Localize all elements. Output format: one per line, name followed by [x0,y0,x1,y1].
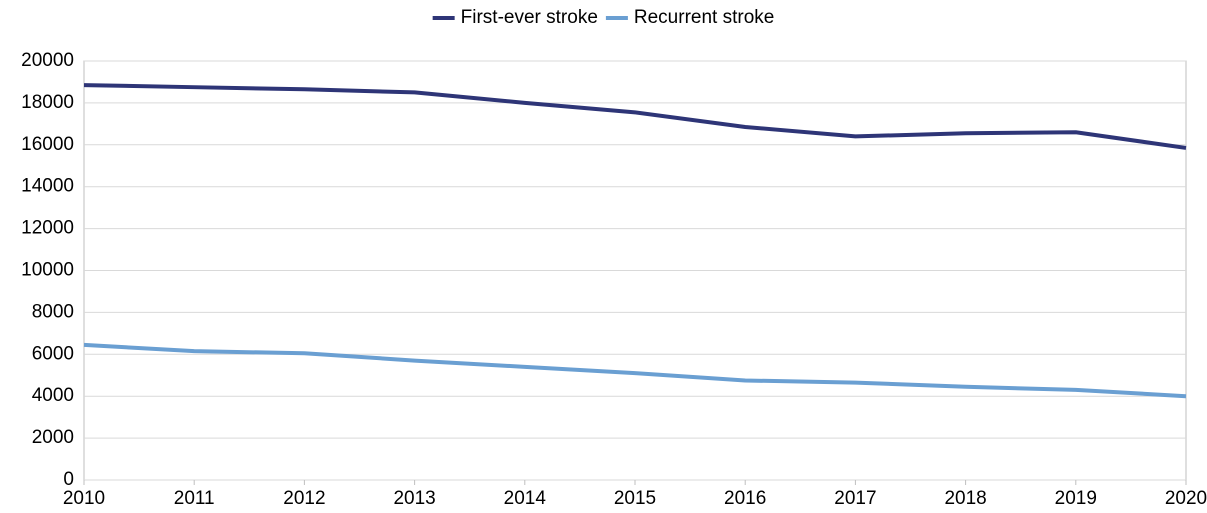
x-tick-label: 2019 [1055,488,1097,509]
y-tick-label: 20000 [21,50,74,71]
y-tick-label: 14000 [21,176,74,197]
series-line [83,83,1187,150]
y-tick-label: 10000 [21,260,74,281]
y-tick-label: 18000 [21,92,74,113]
y-tick-label: 4000 [32,385,74,406]
y-tick-label: 6000 [32,343,74,364]
y-tick-label: 0 [63,469,74,490]
y-tick-label: 16000 [21,134,74,155]
x-tick-label: 2014 [504,488,547,509]
y-tick-label: 2000 [32,427,74,448]
legend-label: First-ever stroke [461,7,598,28]
x-tick-label: 2017 [834,488,876,509]
series-line [83,342,1187,399]
y-tick-label: 12000 [21,218,74,239]
legend-label: Recurrent stroke [634,7,774,28]
x-tick-label: 2018 [944,488,986,509]
x-tick-label: 2013 [393,488,435,509]
x-tick-label: 2012 [283,488,325,509]
x-tick-label: 2011 [174,488,215,509]
y-tick-label: 8000 [32,301,74,322]
x-tick-label: 2010 [63,488,105,509]
x-tick-label: 2016 [724,488,766,509]
x-tick-label: 2015 [614,488,656,509]
x-tick-label: 2020 [1165,488,1207,509]
